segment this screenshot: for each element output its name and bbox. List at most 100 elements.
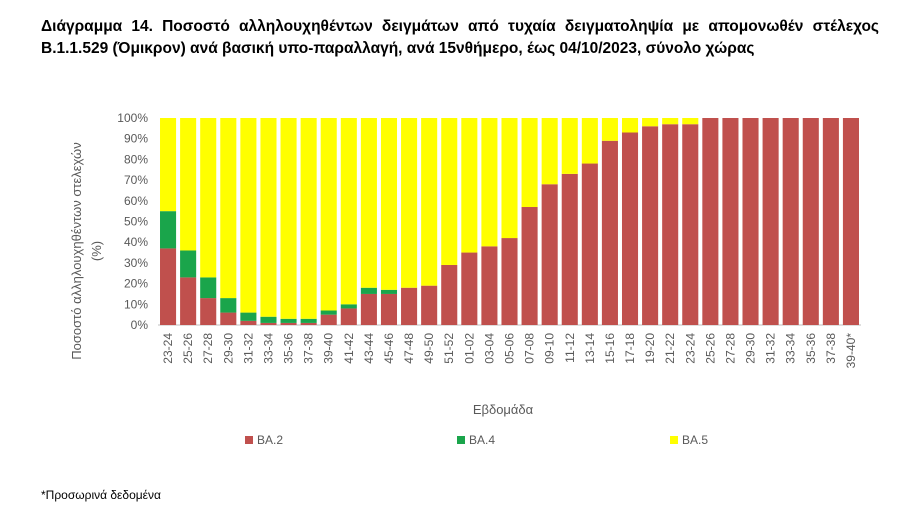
bar-segment-ba5 [481, 118, 498, 247]
y-tick-label: 90% [124, 132, 148, 146]
x-tick-label: 37-38 [824, 333, 838, 364]
y-tick-label: 70% [124, 173, 148, 187]
bar-segment-ba2 [300, 322, 317, 325]
x-tick-label: 13-14 [583, 333, 597, 364]
x-tick-label: 27-28 [723, 333, 737, 364]
bar-segment-ba5 [200, 118, 217, 278]
x-tick-label: 35-36 [282, 333, 296, 364]
bar-segment-ba2 [441, 264, 458, 325]
x-tick-label: 51-52 [442, 333, 456, 364]
x-tick-label: 15-16 [603, 333, 617, 364]
x-tick-label: 31-32 [764, 333, 778, 364]
y-tick-label: 0% [131, 318, 149, 332]
bar-segment-ba2 [461, 252, 478, 325]
x-tick-label: 29-30 [221, 333, 235, 364]
x-tick-label: 17-18 [623, 333, 637, 364]
bar-segment-ba2 [421, 285, 438, 325]
bar-segment-ba2 [280, 322, 297, 325]
bar-segment-ba2 [682, 124, 699, 326]
bar-segment-ba2 [380, 293, 398, 325]
bar-segment-ba2 [742, 118, 759, 325]
legend-label: BA.2 [257, 433, 283, 447]
x-tick-labels: 23-24 25-26 27-28 29-30 31-32 33-34 35-36 37-38… [161, 333, 858, 369]
bar-segment-ba2 [822, 118, 839, 325]
bar-segment-ba5 [340, 118, 357, 305]
x-tick-label: 03-04 [482, 333, 496, 364]
x-tick-label: 05-06 [503, 333, 517, 364]
bar-segment-ba4 [300, 318, 317, 323]
legend-swatch-ba2 [245, 436, 253, 444]
bar-segment-ba5 [240, 118, 257, 313]
x-tick-label: 35-36 [804, 333, 818, 364]
bar-segment-ba4 [160, 211, 177, 249]
legend-swatch-ba4 [457, 436, 465, 444]
bar-segment-ba2 [220, 312, 237, 325]
bar-segment-ba2 [762, 118, 779, 325]
bar-segment-ba2 [842, 118, 859, 325]
x-tick-label: 39-40* [844, 333, 858, 369]
bar-segment-ba5 [621, 118, 639, 133]
y-tick-label: 40% [124, 235, 148, 249]
bar-segment-ba5 [260, 118, 277, 317]
bar-segment-ba5 [180, 118, 197, 251]
x-tick-label: 33-34 [784, 333, 798, 364]
bar-segment-ba2 [160, 248, 177, 325]
bar-segment-ba5 [360, 118, 377, 288]
footnote: *Προσωρινά δεδομένα [41, 488, 161, 502]
y-tick-label: 20% [124, 277, 148, 291]
x-tick-label: 07-08 [523, 333, 537, 364]
x-tick-label: 49-50 [422, 333, 436, 364]
y-tick-label: 60% [124, 194, 148, 208]
x-tick-label: 41-42 [342, 333, 356, 364]
bar-segment-ba5 [682, 118, 699, 125]
bar-segment-ba5 [320, 118, 337, 311]
bar-segment-ba2 [260, 322, 277, 325]
y-tick-label: 30% [124, 256, 148, 270]
bar-segment-ba5 [421, 118, 438, 286]
x-tick-label: 47-48 [402, 333, 416, 364]
bar-segment-ba2 [621, 132, 639, 325]
chart-title: Διάγραμμα 14. Ποσοστό αλληλουχηθέντων δε… [41, 18, 879, 57]
bar-segment-ba4 [320, 310, 337, 315]
bar-segment-ba4 [240, 312, 257, 321]
bar-segment-ba2 [561, 173, 578, 325]
bar-segment-ba4 [220, 298, 237, 313]
bar-segment-ba2 [601, 140, 618, 325]
bar-segment-ba5 [380, 118, 398, 290]
bar-segment-ba2 [541, 184, 558, 325]
bar-segment-ba4 [340, 304, 357, 309]
bar-segment-ba2 [642, 126, 659, 325]
bar-segment-ba2 [782, 118, 799, 325]
x-tick-label: 01-02 [462, 333, 476, 364]
y-tick-label: 100% [117, 111, 148, 125]
x-tick-label: 45-46 [382, 333, 396, 364]
bar-segment-ba2 [722, 118, 739, 325]
bar-segment-ba5 [461, 118, 478, 253]
y-axis-label-line2: (%) [89, 241, 104, 261]
bar-segment-ba5 [300, 118, 317, 319]
bar-segment-ba5 [441, 118, 458, 265]
bar-segment-ba5 [662, 118, 679, 125]
x-tick-label: 21-22 [663, 333, 677, 364]
bar-segment-ba5 [581, 118, 598, 164]
y-tick-label: 10% [124, 297, 148, 311]
bar-segment-ba4 [280, 318, 297, 323]
x-tick-label: 27-28 [201, 333, 215, 364]
bar-segment-ba2 [662, 124, 679, 326]
x-tick-label: 23-24 [161, 333, 175, 364]
y-tick-label: 80% [124, 152, 148, 166]
bar-segment-ba2 [501, 238, 518, 325]
bar-segment-ba2 [802, 118, 819, 325]
bar-segment-ba5 [642, 118, 659, 127]
bar-segment-ba5 [280, 118, 297, 319]
bar-segment-ba5 [601, 118, 618, 141]
bar-segment-ba5 [401, 118, 418, 288]
bar-segment-ba2 [581, 163, 598, 325]
bar-segment-ba5 [521, 118, 538, 208]
legend-label: BA.4 [469, 433, 495, 447]
bar-segment-ba2 [340, 308, 357, 325]
y-tick-label: 50% [124, 215, 148, 229]
bar-segment-ba2 [180, 277, 197, 325]
bar-segment-ba5 [541, 118, 558, 185]
x-axis-label: Εβδομάδα [473, 402, 534, 417]
